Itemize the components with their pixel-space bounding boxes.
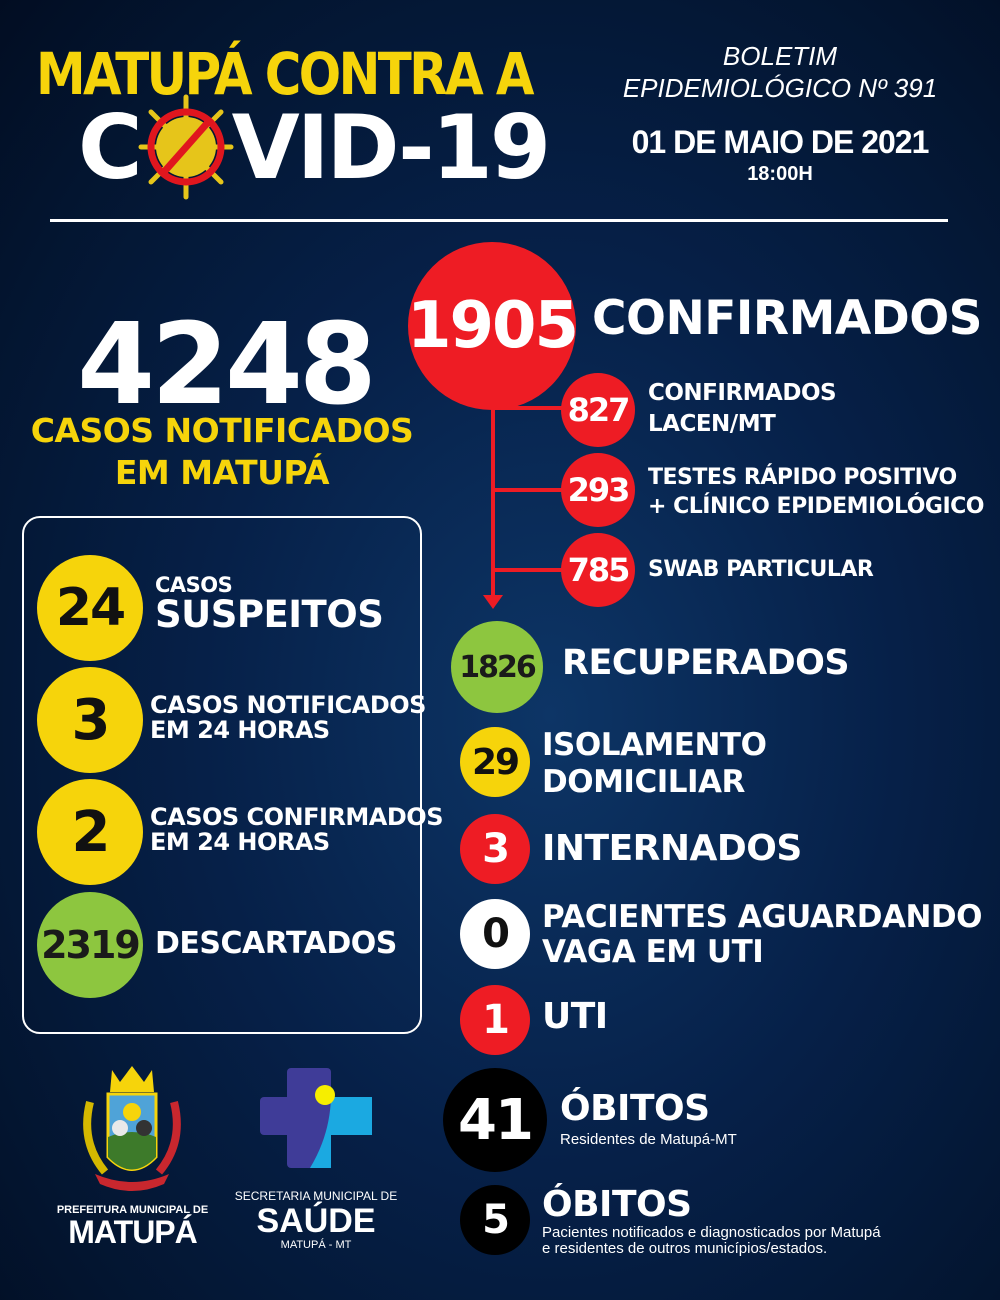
- notified-24h-line2: EM 24 HORAS: [150, 716, 330, 745]
- health-cross-icon: [260, 1068, 372, 1168]
- deaths-others-note-line1: Pacientes notificados e diagnosticados p…: [542, 1224, 881, 1241]
- bulletin-label: BOLETIM: [722, 41, 838, 71]
- discarded-circle: 2319: [37, 892, 143, 998]
- confirmed-24h-label: CASOS CONFIRMADOS EM 24 HORAS: [150, 803, 444, 857]
- suspected-label-big: SUSPEITOS: [155, 593, 384, 637]
- awaiting-icu-line1: PACIENTES AGUARDANDO: [542, 899, 982, 935]
- title-line1: MATUPÁ CONTRA A: [36, 40, 534, 108]
- deaths-residents-circle: 41: [443, 1068, 547, 1172]
- deaths-residents-label: ÓBITOS: [560, 1088, 710, 1129]
- title-c: C: [78, 95, 143, 199]
- discarded-label: DESCARTADOS: [155, 926, 397, 961]
- summary-box: [22, 516, 422, 1034]
- confirmed-24h-line1: CASOS CONFIRMADOS: [150, 803, 444, 831]
- prefeitura-line2: MATUPÁ: [68, 1214, 198, 1250]
- deaths-others-note: Pacientes notificados e diagnosticados p…: [542, 1225, 881, 1257]
- rapid-test-line1: TESTES RÁPIDO POSITIVO: [648, 465, 957, 490]
- hospitalized-circle: 3: [460, 814, 530, 884]
- swab-label: SWAB PARTICULAR: [648, 557, 874, 582]
- bulletin-time: 18:00H: [747, 163, 813, 185]
- lacen-label: CONFIRMADOS LACEN/MT: [648, 378, 837, 440]
- notified-value: 4248: [77, 300, 377, 430]
- isolation-line2: DOMICILIAR: [542, 764, 745, 800]
- deaths-others-label: ÓBITOS: [542, 1184, 692, 1225]
- isolation-circle: 29: [460, 727, 530, 797]
- saude-logo: SECRETARIA MUNICIPAL DE SAÚDE MATUPÁ - M…: [230, 1065, 402, 1255]
- isolation-label: ISOLAMENTO DOMICILIAR: [542, 727, 767, 801]
- icu-label: UTI: [542, 996, 608, 1037]
- saude-line1: SECRETARIA MUNICIPAL DE: [234, 1189, 398, 1203]
- rapid-test-line2: + CLÍNICO EPIDEMIOLÓGICO: [648, 494, 984, 519]
- confirmed-24h-circle: 2: [37, 779, 143, 885]
- bulletin-number: EPIDEMIOLÓGICO Nº 391: [622, 73, 938, 103]
- deaths-others-circle: 5: [460, 1185, 530, 1255]
- prefeitura-logo: PREFEITURA MUNICIPAL DE MATUPÁ: [50, 1062, 215, 1252]
- isolation-line1: ISOLAMENTO: [542, 727, 767, 763]
- icu-circle: 1: [460, 985, 530, 1055]
- suspected-label-small: CASOS: [155, 573, 233, 597]
- notified-label-line2: EM MATUPÁ: [114, 453, 330, 492]
- suspected-label: CASOS SUSPEITOS: [155, 573, 384, 637]
- recovered-label: RECUPERADOS: [562, 643, 850, 683]
- saude-line3: MATUPÁ - MT: [280, 1239, 352, 1251]
- confirmed-label: CONFIRMADOS: [592, 291, 983, 346]
- lacen-circle: 827: [561, 373, 635, 447]
- deaths-residents-note: Residentes de Matupá-MT: [560, 1131, 737, 1148]
- confirmed-circle: 1905: [407, 242, 579, 410]
- notified-24h-line1: CASOS NOTIFICADOS: [150, 691, 426, 719]
- virus-crossed-icon: [138, 94, 234, 200]
- hospitalized-label: INTERNADOS: [542, 828, 802, 869]
- bulletin-date: 01 DE MAIO DE 2021: [631, 124, 930, 160]
- confirmed-24h-line2: EM 24 HORAS: [150, 828, 330, 857]
- rapid-test-label: TESTES RÁPIDO POSITIVO + CLÍNICO EPIDEMI…: [648, 463, 984, 521]
- municipal-crest-icon: [83, 1066, 181, 1191]
- title-vid19: VID-19: [231, 95, 552, 199]
- recovered-circle: 1826: [451, 621, 543, 713]
- deaths-others-note-line2: e residentes de outros municípios/estado…: [542, 1240, 828, 1257]
- notified-label: CASOS NOTIFICADOS EM MATUPÁ: [22, 410, 422, 494]
- swab-circle: 785: [561, 533, 635, 607]
- suspected-circle: 24: [37, 555, 143, 661]
- lacen-line2: LACEN/MT: [648, 411, 776, 437]
- header-divider: [50, 219, 948, 222]
- bulletin-info: BOLETIM EPIDEMIOLÓGICO Nº 391 01 DE MAIO…: [600, 40, 960, 186]
- prefeitura-line1: PREFEITURA MUNICIPAL DE: [56, 1204, 209, 1216]
- title-line2: C VID-19: [78, 92, 552, 202]
- saude-line2: SAÚDE: [256, 1202, 376, 1240]
- awaiting-icu-label: PACIENTES AGUARDANDO VAGA EM UTI: [542, 900, 982, 970]
- awaiting-icu-line2: VAGA EM UTI: [542, 934, 764, 970]
- awaiting-icu-circle: 0: [460, 899, 530, 969]
- lacen-line1: CONFIRMADOS: [648, 380, 837, 406]
- notified-24h-circle: 3: [37, 667, 143, 773]
- notified-label-line1: CASOS NOTIFICADOS: [30, 411, 414, 450]
- rapid-test-circle: 293: [561, 453, 635, 527]
- arrow-down-icon: [483, 595, 503, 609]
- notified-24h-label: CASOS NOTIFICADOS EM 24 HORAS: [150, 691, 426, 745]
